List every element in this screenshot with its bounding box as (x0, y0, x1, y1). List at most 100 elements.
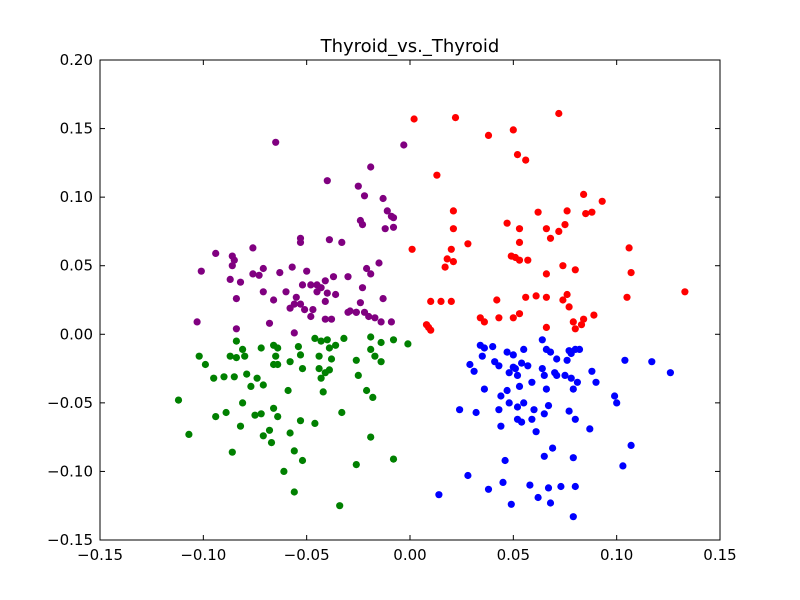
scatter-point-series-1 (292, 293, 300, 301)
y-tick-label: 0.00 (60, 325, 93, 343)
scatter-point-series-4 (569, 513, 577, 521)
scatter-point-series-4 (557, 482, 565, 491)
scatter-point-series-2 (515, 310, 524, 318)
y-tick-label: 0.10 (60, 188, 93, 206)
scatter-point-series-3 (311, 334, 319, 342)
scatter-point-series-3 (195, 352, 203, 360)
scatter-point-series-2 (580, 190, 588, 198)
scatter-point-series-4 (470, 367, 478, 375)
y-tick-label: −0.15 (47, 531, 93, 549)
scatter-point-series-3 (296, 351, 305, 359)
scatter-point-series-2 (437, 297, 445, 305)
scatter-point-series-3 (286, 429, 294, 437)
scatter-point-series-4 (561, 371, 569, 379)
scatter-point-series-3 (296, 417, 305, 425)
scatter-point-series-1 (356, 299, 364, 307)
scatter-point-series-2 (515, 225, 524, 233)
scatter-point-series-1 (379, 194, 387, 203)
scatter-point-series-3 (253, 374, 261, 382)
scatter-point-series-2 (555, 109, 563, 118)
scatter-point-series-1 (321, 277, 329, 285)
scatter-point-series-2 (559, 296, 567, 304)
scatter-point-series-4 (528, 378, 536, 386)
scatter-point-series-4 (532, 428, 540, 436)
scatter-point-series-4 (666, 369, 675, 377)
scatter-point-series-2 (441, 263, 449, 271)
scatter-point-series-2 (522, 293, 530, 301)
scatter-point-series-2 (598, 197, 606, 205)
scatter-point-series-4 (466, 360, 474, 369)
scatter-point-series-4 (497, 422, 505, 430)
scatter-point-series-2 (577, 321, 586, 329)
scatter-point-series-1 (259, 264, 267, 273)
scatter-point-series-4 (534, 493, 542, 502)
scatter-point-series-4 (511, 365, 519, 373)
scatter-point-series-4 (499, 478, 507, 486)
scatter-point-series-4 (542, 385, 551, 393)
scatter-point-series-2 (542, 293, 551, 301)
scatter-point-series-1 (288, 263, 296, 271)
scatter-point-series-3 (265, 426, 274, 434)
scatter-point-series-2 (524, 256, 532, 264)
scatter-point-series-3 (232, 337, 240, 345)
scatter-point-series-4 (571, 415, 579, 423)
scatter-point-series-3 (210, 374, 218, 382)
scatter-point-series-2 (447, 245, 455, 253)
scatter-point-series-4 (613, 399, 621, 407)
scatter-point-series-1 (259, 288, 267, 296)
scatter-point-series-3 (239, 399, 247, 407)
scatter-point-series-3 (298, 365, 307, 373)
scatter-point-series-4 (513, 371, 522, 379)
scatter-point-series-2 (480, 318, 488, 326)
scatter-point-series-4 (648, 358, 656, 366)
scatter-point-series-1 (226, 275, 234, 283)
scatter-point-series-2 (590, 311, 598, 319)
scatter-point-series-4 (478, 352, 486, 360)
scatter-point-series-1 (389, 214, 398, 222)
scatter-point-series-3 (340, 334, 348, 342)
scatter-point-series-3 (367, 333, 375, 341)
scatter-point-series-1 (332, 290, 340, 299)
scatter-point-series-3 (311, 419, 319, 427)
scatter-point-series-1 (367, 270, 375, 278)
scatter-point-series-3 (298, 456, 307, 465)
scatter-point-series-3 (239, 345, 247, 353)
scatter-point-series-1 (282, 288, 290, 296)
scatter-point-series-3 (274, 413, 282, 421)
scatter-point-series-2 (484, 131, 493, 139)
scatter-point-series-3 (274, 344, 282, 352)
scatter-point-series-3 (185, 430, 193, 438)
scatter-point-series-3 (212, 413, 220, 421)
y-tick-label: 0.15 (60, 120, 93, 138)
scatter-point-series-4 (611, 392, 619, 400)
scatter-point-series-4 (515, 382, 524, 390)
scatter-point-series-1 (389, 223, 398, 231)
scatter-point-series-4 (505, 369, 513, 377)
scatter-point-series-4 (553, 371, 561, 379)
scatter-point-series-4 (435, 491, 443, 499)
scatter-point-series-3 (363, 386, 371, 395)
scatter-point-series-1 (307, 312, 315, 321)
scatter-point-series-4 (573, 378, 582, 386)
scatter-point-series-2 (563, 290, 571, 299)
scatter-point-series-2 (522, 156, 530, 164)
scatter-point-series-2 (563, 207, 571, 215)
scatter-point-series-3 (272, 352, 280, 360)
scatter-point-series-1 (379, 295, 387, 303)
scatter-point-series-2 (509, 126, 517, 134)
scatter-point-series-1 (212, 249, 220, 257)
scatter-point-series-4 (619, 462, 627, 470)
scatter-point-series-3 (371, 352, 379, 360)
scatter-point-series-4 (530, 406, 538, 414)
scatter-point-series-3 (315, 352, 323, 360)
scatter-point-series-3 (174, 396, 183, 404)
scatter-point-series-3 (327, 355, 336, 363)
scatter-point-series-1 (323, 177, 331, 185)
scatter-point-series-3 (336, 502, 344, 510)
y-tick-label: 0.05 (60, 257, 93, 275)
scatter-point-series-1 (338, 238, 346, 246)
scatter-point-series-3 (332, 341, 340, 349)
scatter-point-series-2 (534, 208, 542, 216)
y-axis: −0.15 −0.10 −0.05 0.00 0.05 0.10 0.15 0.20 (47, 51, 720, 549)
